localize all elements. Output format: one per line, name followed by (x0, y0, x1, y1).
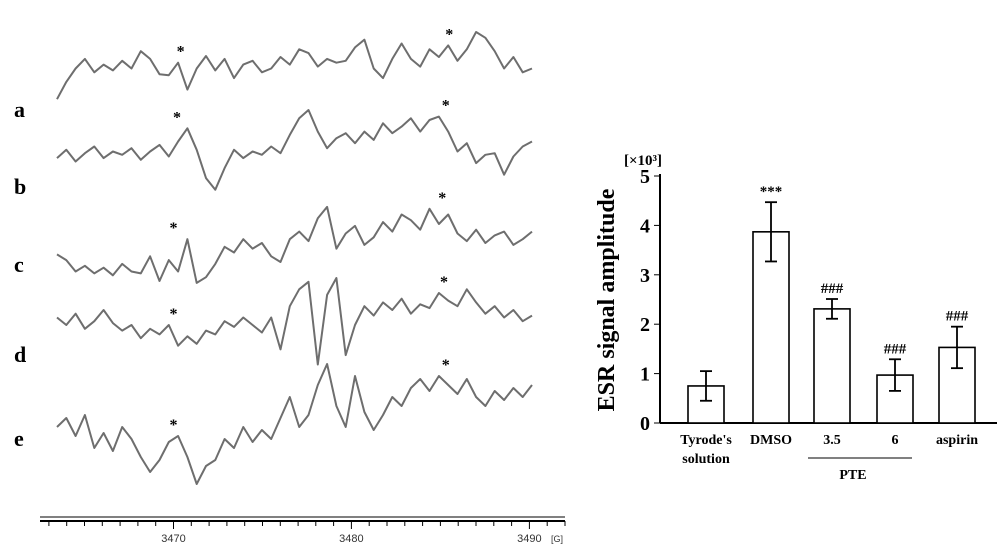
esr-trace-a (56, 31, 533, 100)
x-tick-label-3: 6 (892, 433, 899, 448)
x-tick-label-4: aspirin (936, 433, 978, 448)
y-unit-label: [×10³] (624, 153, 662, 169)
x-tick-label-1: DMSO (750, 433, 792, 448)
esr-trace-e (56, 363, 533, 485)
peak-marker-e-1: * (170, 417, 178, 434)
esr-trace-c (56, 205, 533, 284)
peak-marker-c-2: * (438, 190, 446, 207)
significance-4: ### (946, 309, 969, 325)
y-tick-label-5: 5 (640, 166, 650, 188)
x-tick-label-0-1: solution (682, 452, 730, 467)
peak-marker-b-2: * (442, 98, 450, 115)
field-axis-unit: [G] (551, 534, 563, 544)
peak-marker-d-2: * (440, 274, 448, 291)
trace-label-c: c (14, 252, 24, 277)
peak-marker-a-1: * (177, 44, 185, 61)
y-tick-label-3: 3 (640, 265, 650, 287)
y-axis-label: ESR signal amplitude (594, 188, 620, 411)
trace-label-a: a (14, 97, 25, 122)
significance-1: *** (760, 184, 783, 200)
significance-3: ### (884, 341, 907, 357)
trace-label-b: b (14, 174, 26, 199)
esr-trace-b (56, 109, 533, 191)
x-tick-label-0-0: Tyrode's (680, 433, 732, 448)
peak-marker-d-1: * (170, 306, 178, 323)
y-tick-label-1: 1 (640, 364, 650, 386)
y-tick-label-4: 4 (640, 215, 650, 237)
peak-marker-a-2: * (445, 26, 453, 43)
esr-amplitude-bar-chart: 0 1 2 3 4 5 Tyrode's solution *** DMSO ### 3.5 ### 6 #… (640, 166, 997, 467)
pte-group-label: PTE (839, 468, 866, 483)
bar-1 (752, 231, 790, 424)
peak-marker-e-2: * (442, 357, 450, 374)
esr-spectra-panel: a * * b * * c * * d * * e * * (14, 26, 533, 485)
y-tick-label-2: 2 (640, 314, 650, 336)
field-tick-label-3480: 3480 (339, 533, 363, 545)
peak-marker-c-1: * (170, 220, 178, 237)
esr-trace-d (56, 277, 533, 366)
peak-marker-b-1: * (173, 109, 181, 126)
y-tick-label-0: 0 (640, 413, 650, 435)
significance-2: ### (821, 281, 844, 297)
field-tick-label-3490: 3490 (517, 533, 541, 545)
field-axis-ticks: 3470 3480 3490 (48, 521, 566, 545)
x-tick-label-2: 3.5 (823, 433, 841, 448)
bar-2 (813, 308, 851, 424)
trace-label-d: d (14, 342, 26, 367)
field-tick-label-3470: 3470 (161, 533, 185, 545)
trace-label-e: e (14, 426, 24, 451)
